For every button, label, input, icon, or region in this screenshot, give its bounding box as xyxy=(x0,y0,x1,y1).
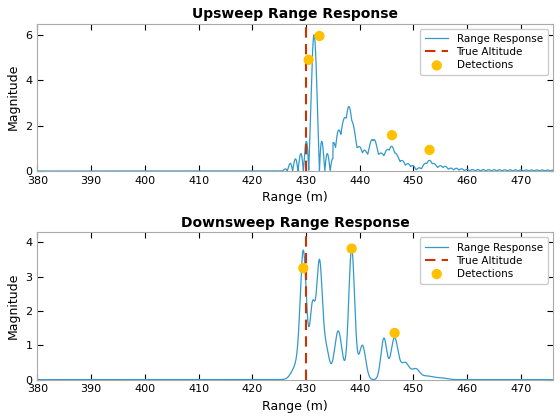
True Altitude xyxy=(302,168,309,173)
Detections xyxy=(388,132,396,139)
Range Response xyxy=(34,377,41,382)
Range Response xyxy=(370,377,376,382)
Detections xyxy=(347,245,356,252)
Range Response xyxy=(343,341,350,346)
Range Response xyxy=(419,372,426,377)
Detections xyxy=(304,56,313,63)
Detections xyxy=(299,265,308,271)
Range Response xyxy=(419,164,426,169)
Range Response xyxy=(550,377,557,382)
Range Response xyxy=(370,138,376,143)
Line: Range Response: Range Response xyxy=(38,35,553,171)
X-axis label: Range (m): Range (m) xyxy=(263,192,328,205)
Range Response xyxy=(231,168,238,173)
X-axis label: Range (m): Range (m) xyxy=(263,400,328,413)
Legend: Range Response, True Altitude, Detections: Range Response, True Altitude, Detection… xyxy=(420,29,548,75)
Legend: Range Response, True Altitude, Detections: Range Response, True Altitude, Detection… xyxy=(420,237,548,284)
Range Response xyxy=(550,168,557,173)
Range Response xyxy=(343,111,350,116)
Title: Downsweep Range Response: Downsweep Range Response xyxy=(181,215,410,230)
Range Response xyxy=(231,377,238,382)
Range Response xyxy=(458,166,465,171)
Detections xyxy=(425,147,434,153)
Detections xyxy=(315,33,324,39)
Line: Range Response: Range Response xyxy=(38,248,553,380)
Range Response xyxy=(34,168,41,173)
True Altitude xyxy=(302,343,309,348)
Detections xyxy=(390,330,399,336)
Y-axis label: Magnitude: Magnitude xyxy=(7,64,20,131)
Range Response xyxy=(128,377,134,382)
True Altitude xyxy=(302,377,309,382)
Range Response xyxy=(37,168,44,173)
Range Response xyxy=(348,246,355,251)
Range Response xyxy=(311,32,318,37)
Title: Upsweep Range Response: Upsweep Range Response xyxy=(192,7,398,21)
True Altitude xyxy=(302,146,309,151)
Range Response xyxy=(128,168,134,173)
Y-axis label: Magnitude: Magnitude xyxy=(7,273,20,339)
Range Response xyxy=(458,377,465,382)
